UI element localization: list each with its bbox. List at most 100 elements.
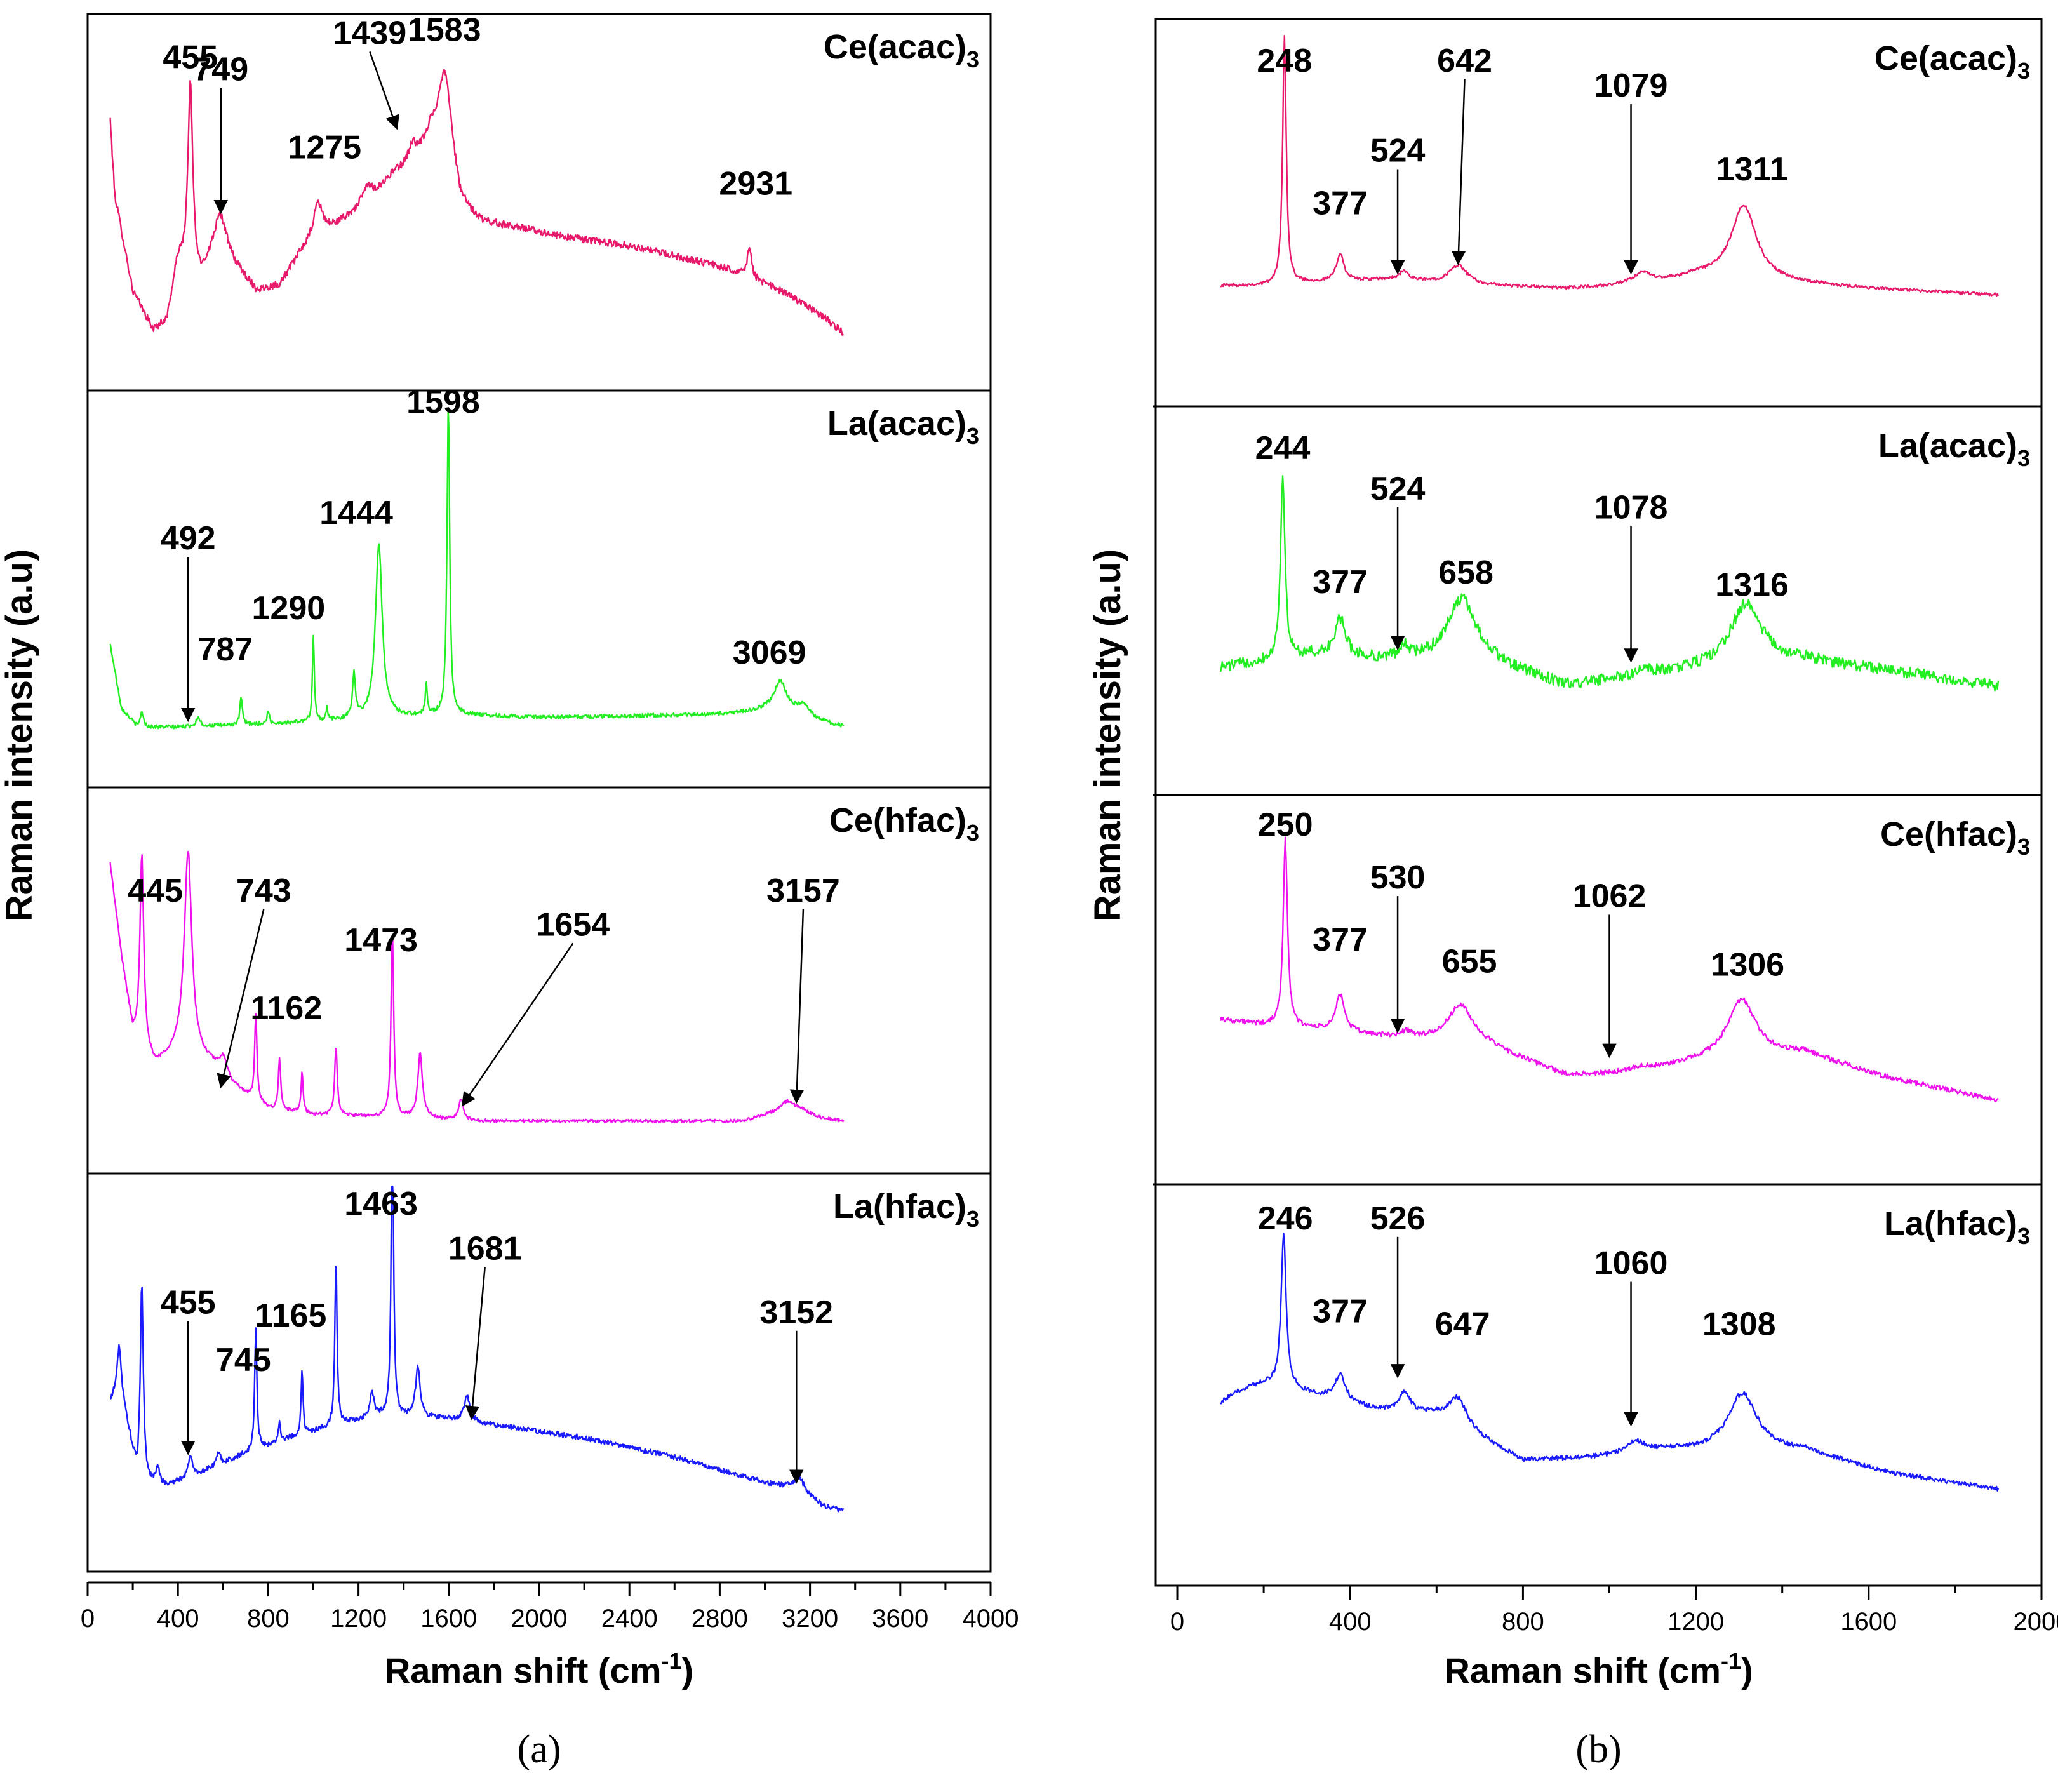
- peak-arrow: [789, 909, 805, 1104]
- x-tick-label: 2000: [2014, 1608, 2058, 1636]
- peak-label: 658: [1438, 554, 1493, 591]
- peak-label: 1062: [1573, 878, 1647, 915]
- peak-label: 647: [1435, 1306, 1490, 1343]
- peak-label: 445: [128, 873, 183, 909]
- peak-label: 745: [216, 1342, 271, 1379]
- series-label: Ce(acac)3: [1874, 39, 2030, 84]
- peak-label: 246: [1258, 1200, 1313, 1237]
- peak-label: 1308: [1702, 1306, 1776, 1343]
- x-tick-label: 400: [157, 1605, 199, 1633]
- series-label: Ce(hfac)3: [829, 801, 979, 846]
- peak-arrow: [465, 1267, 486, 1421]
- x-tick-label: 1200: [1667, 1608, 1724, 1636]
- peak-label: 743: [236, 873, 291, 909]
- x-tick-label: 3200: [782, 1605, 838, 1633]
- spectrum-line: [1220, 35, 2000, 297]
- peak-label: 1165: [255, 1297, 327, 1334]
- peak-label: 524: [1370, 471, 1426, 507]
- peak-label: 1306: [1711, 946, 1784, 983]
- peak-label: 1583: [408, 12, 481, 49]
- peak-label: 530: [1370, 859, 1426, 896]
- peak-label: 1316: [1715, 567, 1789, 604]
- peak-label: 642: [1437, 43, 1492, 79]
- peak-label: 1473: [344, 922, 418, 959]
- series-label: La(hfac)3: [833, 1187, 979, 1232]
- peak-arrow: [1451, 79, 1466, 265]
- peak-label: 3069: [733, 634, 806, 671]
- peak-label: 1290: [252, 590, 326, 627]
- peak-label: 2931: [719, 166, 792, 203]
- peak-label: 1463: [344, 1186, 418, 1222]
- x-tick-label: 3600: [872, 1605, 928, 1633]
- x-tick-label: 4000: [963, 1605, 1019, 1633]
- panel-caption: (a): [518, 1728, 561, 1771]
- y-axis-label: Raman intensity (a.u): [1087, 549, 1128, 922]
- x-axis-label: Raman shift (cm-1): [385, 1648, 693, 1690]
- peak-label: 377: [1313, 921, 1368, 958]
- peak-label: 1439: [333, 15, 407, 51]
- peak-label: 1060: [1594, 1245, 1668, 1282]
- peak-label: 1162: [250, 990, 322, 1027]
- peak-label: 524: [1370, 132, 1426, 169]
- series-la-acac: La(acac)3 492 787 1290 1444 1598 3069: [109, 384, 979, 730]
- peak-label: 1078: [1594, 489, 1668, 526]
- peak-label: 492: [161, 520, 216, 557]
- series-label: La(acac)3: [827, 405, 979, 449]
- x-tick-label: 2400: [601, 1605, 658, 1633]
- peak-label: 377: [1313, 564, 1368, 601]
- spectrum-line: [1220, 1233, 2000, 1492]
- peak-arrow: [461, 942, 574, 1107]
- x-tick-label: 1600: [420, 1605, 477, 1633]
- series-label: Ce(hfac)3: [1880, 815, 2030, 860]
- peak-label: 455: [161, 1285, 216, 1321]
- peak-label: 244: [1255, 430, 1311, 467]
- peak-label: 526: [1370, 1200, 1426, 1237]
- peak-label: 1598: [406, 384, 480, 420]
- x-tick-label: 1200: [330, 1605, 387, 1633]
- peak-label: 250: [1258, 806, 1313, 843]
- peak-label: 455: [163, 39, 218, 76]
- peak-label: 3152: [759, 1294, 833, 1331]
- x-tick-label: 2000: [511, 1605, 568, 1633]
- x-tick-label: 0: [1170, 1608, 1184, 1636]
- x-tick-label: 800: [247, 1605, 290, 1633]
- x-tick-label: 1600: [1840, 1608, 1897, 1636]
- peak-label: 1275: [288, 130, 361, 166]
- spectrum-line: [1219, 836, 1999, 1103]
- peak-label: 1444: [319, 495, 393, 532]
- series-la-hfac: La(hfac)3 246 377 526 647 1060 1308: [1220, 1200, 2030, 1492]
- peak-label: 787: [197, 631, 253, 668]
- spectrum-line: [109, 69, 845, 336]
- peak-arrow: [369, 51, 399, 130]
- series-label: La(acac)3: [1878, 427, 2030, 471]
- peak-label: 248: [1257, 43, 1312, 79]
- series-label: La(hfac)3: [1884, 1205, 2030, 1249]
- panel-a: 0 400 800 1200 1600 2000 2400 2800 3200 3600 4000 R…: [0, 12, 1019, 1771]
- panel-b: 0 400 800 1200 1600 2000 Raman shift (cm-1) Ram…: [1087, 18, 2058, 1771]
- peak-arrow: [217, 909, 265, 1088]
- x-axis-label: Raman shift (cm-1): [1444, 1648, 1753, 1690]
- series-la-acac: La(acac)3 244 377 524 658 1078 1316: [1219, 427, 2030, 692]
- peak-label: 377: [1313, 185, 1368, 222]
- x-tick-label: 0: [81, 1605, 95, 1633]
- spectrum-line: [1219, 475, 2000, 692]
- peak-label: 1654: [536, 906, 610, 943]
- x-tick-label: 2800: [692, 1605, 748, 1633]
- peak-label: 377: [1313, 1293, 1368, 1330]
- spectrum-line: [109, 408, 845, 730]
- peak-label: 1681: [448, 1230, 522, 1267]
- panel-caption: (b): [1575, 1728, 1621, 1771]
- x-tick-label: 800: [1502, 1608, 1544, 1636]
- peak-label: 1079: [1594, 67, 1668, 104]
- peak-label: 1311: [1716, 151, 1788, 188]
- panel-frame: [86, 13, 992, 1573]
- peak-label: 749: [193, 51, 248, 88]
- peak-label: 3157: [766, 873, 840, 909]
- y-axis-label: Raman intensity (a.u): [0, 549, 40, 922]
- series-ce-hfac: Ce(hfac)3 445 743 1162 1473 1654 3157: [109, 801, 979, 1123]
